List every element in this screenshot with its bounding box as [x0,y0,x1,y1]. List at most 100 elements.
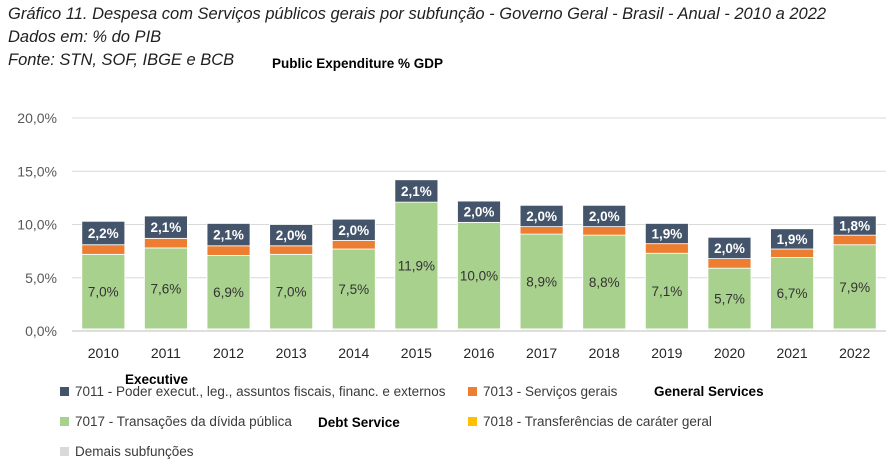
data-label: 1,9% [651,227,682,242]
x-tick-label: 2021 [776,345,807,361]
bar-segment [269,245,314,255]
bar-segment [144,215,188,239]
legend-item-7018: 7018 - Transferências de caráter geral [468,414,712,429]
bar-segment [770,257,814,330]
data-label: 7,0% [88,285,119,300]
data-label: 2,0% [714,241,745,256]
public-expenditure-note: Public Expenditure % GDP [272,56,444,71]
data-label: 2,0% [338,223,369,238]
bar-segment [81,244,126,255]
x-tick-label: 2019 [651,345,682,361]
x-tick-label: 2016 [463,345,494,361]
data-label: 5,7% [714,292,745,307]
y-tick-label: 15,0% [17,163,57,179]
bar-segment [457,221,501,330]
data-label: 8,8% [589,275,620,290]
x-tick-label: 2013 [276,345,307,361]
bar-segment [206,254,251,330]
x-tick-label: 2017 [526,345,557,361]
data-label: 6,7% [777,286,808,301]
executive-annotation: Executive [125,372,189,387]
x-tick-label: 2020 [714,345,745,361]
bar-segment [457,200,501,223]
legend-label-7011: 7011 - Poder execut., leg., assuntos fis… [75,384,446,399]
legend-swatch-demais [60,447,69,456]
bar-segment [144,247,188,330]
legend-swatch-7018 [468,417,477,426]
data-label: 7,0% [276,285,307,300]
source-note: Fonte: STN, SOF, IBGE e BCB [8,51,235,69]
y-tick-label: 20,0% [17,110,57,126]
legend-item-7011: 7011 - Poder execut., leg., assuntos fis… [60,384,445,399]
legend-item-7013: 7013 - Serviços gerais [468,384,617,399]
data-label: 2,1% [401,184,432,199]
data-label: 1,9% [777,232,808,247]
legend-swatch-7017 [60,417,69,426]
bar-segment [582,226,627,236]
bar-segment [519,233,564,330]
data-label: 7,9% [839,280,870,295]
general-services-annotation: General Services [654,384,764,399]
bar-segment [331,218,376,241]
data-label: 7,5% [338,282,369,297]
data-label: 2,0% [276,228,307,243]
data-label: 1,8% [839,219,870,234]
units-note: Dados em: % do PIB [8,28,162,46]
bar-segment [770,248,814,258]
data-label: 6,9% [213,285,244,300]
x-tick-label: 2010 [88,345,119,361]
bar-segment [707,258,752,269]
bar-segment [582,204,627,228]
bar-segment [331,240,376,250]
bar-segment [206,245,251,256]
y-tick-label: 5,0% [25,270,57,286]
data-label: 2,2% [88,226,119,241]
bar-segment [832,234,877,246]
data-label: 2,0% [464,205,495,220]
legend-label-7013: 7013 - Serviços gerais [483,384,618,399]
bar-segment [644,252,689,330]
bar-segment [331,248,376,330]
x-tick-label: 2014 [338,345,369,361]
bar-segment [81,220,126,246]
y-tick-label: 0,0% [25,323,57,339]
data-label: 11,9% [398,259,435,274]
x-tick-label: 2011 [151,345,181,361]
bar-segment [394,179,439,203]
data-label: 10,0% [460,269,498,284]
data-label: 8,9% [526,274,557,289]
x-tick-label: 2015 [401,345,432,361]
bar-segment [206,223,251,247]
chart-title: Gráfico 11. Despesa com Serviços público… [8,5,827,23]
legend-label-7018: 7018 - Transferências de caráter geral [483,414,712,429]
bar-segment [644,243,689,254]
bar-segment [519,204,564,228]
x-tick-label: 2022 [839,345,870,361]
data-label: 7,6% [151,281,182,296]
bar-segment [707,236,752,259]
data-label: 2,0% [589,209,620,224]
legend-swatch-7013 [468,387,477,396]
bar-segment [519,226,564,235]
x-tick-label: 2018 [589,345,620,361]
bar-segment [644,223,689,245]
bar-segment [144,237,188,249]
legend-label-demais: Demais subfunções [75,444,194,459]
bar-segment [832,244,877,330]
data-label: 2,0% [526,209,557,224]
legend-label-7017: 7017 - Transações da dívida pública [75,414,292,429]
bar-segment [582,234,627,330]
data-label: 2,1% [151,220,182,235]
bar-segment [707,267,752,330]
y-tick-label: 10,0% [17,217,57,233]
bar-segment [394,201,439,330]
legend-item-demais: Demais subfunções [60,444,194,459]
legend-item-7017: 7017 - Transações da dívida pública [60,414,292,429]
bar-segment [269,224,314,247]
x-tick-label: 2012 [213,345,244,361]
data-label: 2,1% [213,228,244,243]
debt-service-annotation: Debt Service [318,415,400,430]
bar-segment [81,253,126,330]
legend-swatch-7011 [60,387,69,396]
